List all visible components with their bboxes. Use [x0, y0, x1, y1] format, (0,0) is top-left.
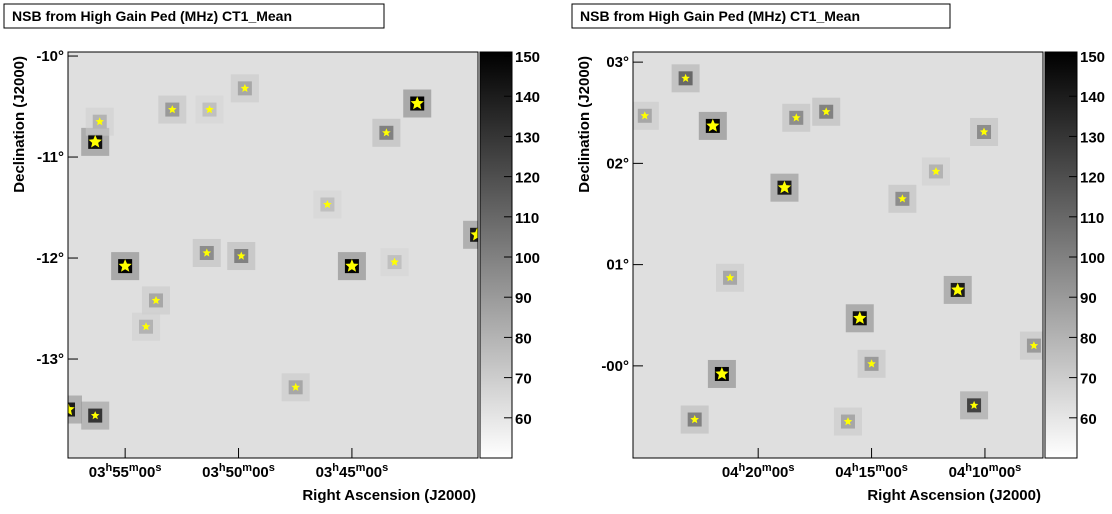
star-marker: [843, 417, 853, 426]
y-tick-label: 03°: [606, 54, 629, 71]
colorbar-tick-label: 60: [515, 411, 532, 428]
sources: [633, 64, 1043, 436]
star-marker: [681, 73, 690, 82]
y-tick-label: -11°: [37, 149, 64, 166]
colorbar-tick-label: 90: [1080, 290, 1097, 307]
title-box: [3, 3, 385, 29]
y-axis-label: Declination (J2000): [11, 56, 28, 193]
y-tick-label: 01°: [606, 257, 629, 274]
star-marker: [640, 111, 650, 120]
star-marker: [291, 382, 300, 391]
star-marker: [95, 117, 104, 126]
star-marker: [821, 107, 831, 116]
title-box: [571, 3, 951, 29]
star-marker: [979, 127, 989, 136]
star-marker: [898, 194, 907, 203]
x-tick-label: 04h10m00s: [949, 462, 1022, 481]
star-marker: [951, 282, 965, 296]
y-tick-label: -00°: [601, 358, 629, 375]
star-marker: [90, 411, 100, 420]
plot-frame: [67, 51, 479, 459]
star-marker: [390, 257, 399, 266]
colorbar: [1045, 52, 1077, 458]
star-marker: [470, 227, 478, 241]
colorbar-tick-label: 150: [1080, 49, 1105, 66]
x-tick-label: 04h15m00s: [835, 462, 908, 481]
star-marker: [202, 248, 212, 257]
star-marker: [410, 96, 424, 110]
colorbar-tick-label: 70: [1080, 371, 1097, 388]
star-marker: [853, 311, 867, 324]
y-tick-label: -10°: [36, 48, 64, 65]
colorbar-tick-label: 120: [515, 170, 540, 187]
star-marker: [777, 180, 792, 194]
x-tick-label: 03h50m00s: [202, 462, 275, 481]
colorbar-tick-label: 110: [1080, 210, 1104, 227]
star-marker: [141, 322, 151, 331]
star-marker: [151, 295, 161, 305]
colorbar-tick-label: 80: [1080, 330, 1097, 347]
star-marker: [240, 83, 250, 92]
x-axis-label: Right Ascension (J2000): [302, 487, 476, 504]
star-marker: [725, 273, 735, 282]
colorbar-frame: [1044, 51, 1078, 459]
y-axis-label: Declination (J2000): [576, 56, 593, 193]
y-tick-label: -13°: [36, 351, 64, 368]
star-marker: [323, 200, 332, 209]
star-marker: [867, 359, 876, 368]
colorbar-tick-label: 100: [1080, 250, 1105, 267]
star-marker: [690, 415, 699, 424]
y-tick-label: -12°: [36, 250, 64, 267]
colorbar-tick-label: 130: [515, 129, 540, 146]
colorbar-frame: [479, 51, 513, 459]
colorbar-tick-label: 150: [515, 49, 540, 66]
colorbar-tick-label: 80: [515, 330, 532, 347]
x-axis-label: Right Ascension (J2000): [867, 487, 1041, 504]
chart-title: NSB from High Gain Ped (MHz) CT1_Mean: [12, 8, 292, 24]
colorbar-tick-label: 110: [515, 210, 539, 227]
star-marker: [237, 251, 246, 260]
star-marker: [118, 259, 132, 272]
colorbar-tick-label: 60: [1080, 411, 1097, 428]
star-marker: [792, 113, 801, 122]
star-marker: [68, 402, 75, 416]
colorbar-tick-label: 90: [515, 290, 532, 307]
star-marker: [345, 259, 359, 272]
star-marker: [382, 128, 391, 137]
colorbar-tick-label: 140: [1080, 89, 1105, 106]
colorbar-tick-label: 120: [1080, 170, 1105, 187]
star-marker: [168, 105, 177, 114]
colorbar: [480, 52, 512, 458]
colorbar-tick-label: 130: [1080, 129, 1105, 146]
star-marker: [88, 134, 102, 148]
x-tick-label: 04h20m00s: [722, 462, 795, 481]
star-marker: [205, 105, 214, 114]
star-marker: [715, 367, 729, 380]
colorbar-tick-label: 100: [515, 250, 540, 267]
y-tick-label: 02°: [606, 155, 629, 172]
plot-frame: [632, 51, 1044, 459]
star-marker: [931, 167, 941, 176]
colorbar-tick-label: 70: [515, 371, 532, 388]
star-marker: [706, 118, 720, 132]
star-marker: [969, 400, 979, 409]
colorbar-tick-label: 140: [515, 89, 540, 106]
star-marker: [1029, 341, 1039, 350]
x-tick-label: 03h45m00s: [316, 462, 389, 481]
chart-title: NSB from High Gain Ped (MHz) CT1_Mean: [580, 8, 860, 24]
sources: [68, 74, 478, 430]
x-tick-label: 03h55m00s: [89, 462, 162, 481]
